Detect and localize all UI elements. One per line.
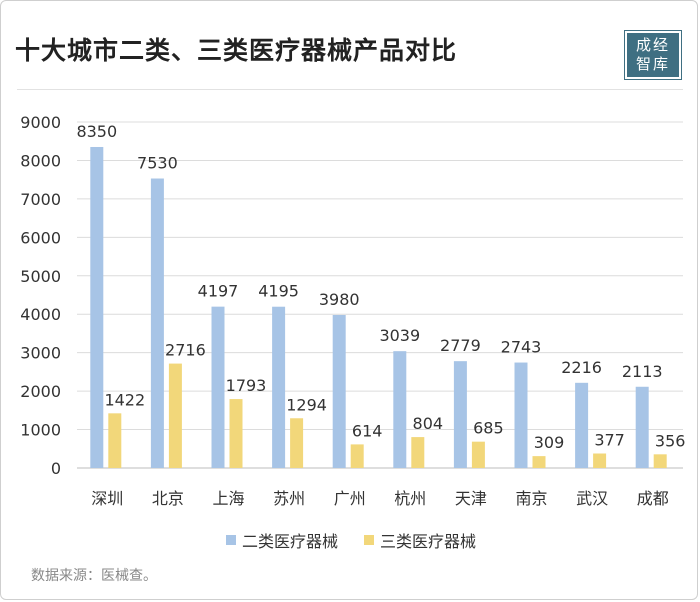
bar-series-2 xyxy=(108,413,122,468)
bar-series-2 xyxy=(229,399,243,468)
data-label-series-2: 1294 xyxy=(286,395,327,414)
chart-legend: 二类医疗器械 三类医疗器械 xyxy=(1,528,700,552)
data-label-series-1: 2113 xyxy=(622,362,663,381)
bar-series-1 xyxy=(211,306,225,468)
bar-series-2 xyxy=(593,453,607,468)
x-category-label: 武汉 xyxy=(576,489,608,508)
x-category-label: 上海 xyxy=(212,489,244,508)
data-label-series-1: 2779 xyxy=(440,336,481,355)
chart-title: 十大城市二类、三类医疗器械产品对比 xyxy=(15,36,458,65)
bar-series-1 xyxy=(90,146,104,468)
bar-series-2 xyxy=(290,418,304,468)
y-tick-label: 9000 xyxy=(20,113,61,132)
y-tick-label: 2000 xyxy=(20,382,61,401)
data-label-series-2: 309 xyxy=(534,433,565,452)
bar-chart: 0 1000 2000 3000 4000 5000 6000 7000 8000 9000 835… xyxy=(20,113,686,508)
legend-swatch-series-2 xyxy=(364,535,374,545)
x-category-label: 杭州 xyxy=(394,489,426,508)
y-tick-label: 0 xyxy=(51,459,61,478)
x-category-label: 南京 xyxy=(515,489,547,508)
bar-series-1 xyxy=(393,351,407,468)
brand-logo-text: 成经智库 xyxy=(635,36,670,73)
data-label-series-2: 1422 xyxy=(104,390,145,409)
bar-series-2 xyxy=(471,441,485,468)
data-label-series-1: 2743 xyxy=(501,338,542,357)
x-category-label: 北京 xyxy=(152,489,184,508)
data-label-series-2: 804 xyxy=(413,414,444,433)
bar-series-1 xyxy=(150,178,164,468)
data-label-series-1: 4195 xyxy=(258,282,299,301)
x-category-label: 广州 xyxy=(334,489,366,508)
x-category-label: 成都 xyxy=(637,489,669,508)
bar-series-2 xyxy=(350,444,364,468)
data-label-series-1: 7530 xyxy=(137,154,178,173)
bar-series-2 xyxy=(411,437,425,468)
x-category-label: 深圳 xyxy=(91,489,123,508)
data-label-series-2: 685 xyxy=(473,419,504,438)
bar-series-1 xyxy=(575,382,589,468)
bar-series-1 xyxy=(514,362,528,468)
legend-item-series-1: 二类医疗器械 xyxy=(225,528,338,552)
data-label-series-1: 3039 xyxy=(379,326,420,345)
y-tick-label: 4000 xyxy=(20,305,61,324)
legend-swatch-series-1 xyxy=(225,535,236,545)
data-label-series-1: 2216 xyxy=(561,358,602,377)
bar-series-1 xyxy=(332,314,346,468)
x-category-label: 天津 xyxy=(455,489,487,508)
y-tick-label: 6000 xyxy=(20,228,61,247)
bar-series-2 xyxy=(532,456,546,468)
brand-logo: 成经智库 xyxy=(624,30,682,80)
data-label-series-2: 614 xyxy=(352,421,383,440)
data-source-note: 数据来源：医械查。 xyxy=(31,568,157,584)
data-label-series-2: 1793 xyxy=(226,376,267,395)
y-tick-label: 5000 xyxy=(20,267,61,286)
x-category-label: 苏州 xyxy=(273,489,305,508)
legend-label-series-2: 三类医疗器械 xyxy=(380,532,477,551)
data-label-series-1: 8350 xyxy=(76,122,117,141)
bar-series-1 xyxy=(635,386,649,468)
bar-series-1 xyxy=(272,306,286,468)
bar-series-2 xyxy=(653,454,667,468)
data-label-series-2: 2716 xyxy=(165,341,206,360)
y-tick-label: 1000 xyxy=(20,421,61,440)
data-label-series-1: 3980 xyxy=(319,290,360,309)
legend-item-series-2: 三类医疗器械 xyxy=(364,528,476,552)
y-tick-label: 8000 xyxy=(20,151,61,170)
data-label-series-2: 377 xyxy=(594,431,625,450)
title-divider xyxy=(17,89,683,90)
data-label-series-1: 4197 xyxy=(198,282,239,301)
bar-series-2 xyxy=(168,363,182,468)
y-tick-label: 3000 xyxy=(20,344,61,363)
bar-series-1 xyxy=(453,361,467,468)
data-label-series-2: 356 xyxy=(655,431,686,450)
legend-label-series-1: 二类医疗器械 xyxy=(241,532,338,551)
y-tick-label: 7000 xyxy=(20,190,61,209)
